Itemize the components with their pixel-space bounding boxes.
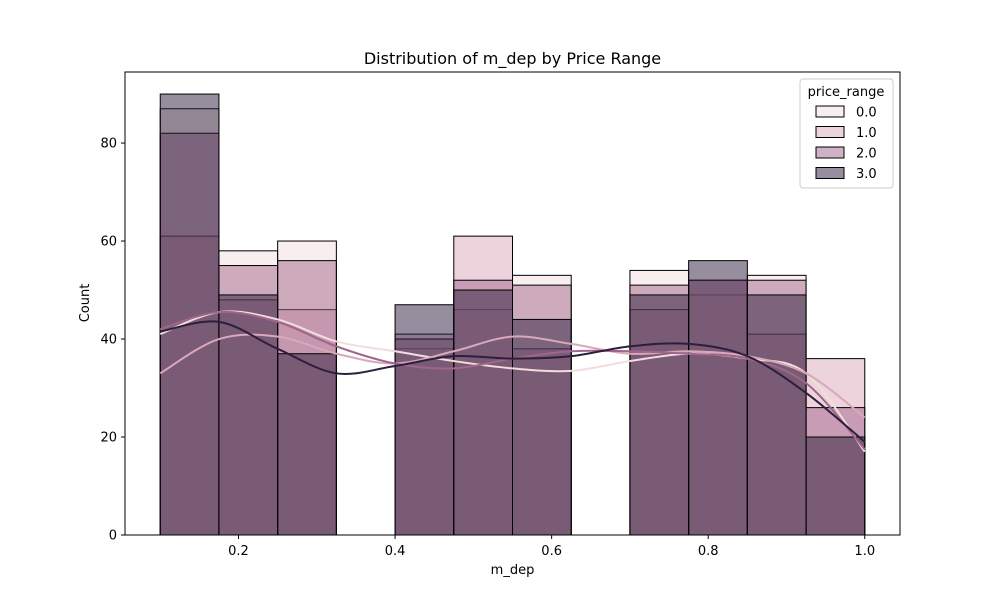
bar-series-3 <box>159 93 866 536</box>
y-tick-label: 60 <box>100 235 117 250</box>
x-tick-label: 0.4 <box>385 544 406 559</box>
legend-swatch <box>815 126 845 138</box>
chart-title: Distribution of m_dep by Price Range <box>364 49 661 69</box>
bar <box>746 294 807 536</box>
bar <box>688 260 748 536</box>
x-axis: 0.2 0.4 0.6 0.8 1.0 <box>228 535 875 559</box>
legend-swatch <box>815 105 845 118</box>
y-tick-label: 0 <box>109 529 117 544</box>
x-tick-label: 1.0 <box>854 544 875 559</box>
y-tick-label: 20 <box>100 431 117 446</box>
y-axis: 0 20 40 60 80 <box>100 137 125 544</box>
legend-label: 2.0 <box>856 147 877 162</box>
legend-label: 0.0 <box>856 106 877 121</box>
y-tick-label: 80 <box>100 137 117 152</box>
plot-area <box>159 93 866 536</box>
bar <box>277 353 337 536</box>
bar <box>629 294 690 536</box>
y-axis-title: Count <box>78 284 93 323</box>
x-tick-label: 0.2 <box>228 544 249 559</box>
axes-frame <box>124 71 901 536</box>
legend-swatch <box>815 167 845 179</box>
y-tick-label: 40 <box>100 333 117 348</box>
legend-label: 3.0 <box>856 167 877 182</box>
legend-title: price_range <box>808 85 885 100</box>
kde-line-series-3 <box>160 320 866 443</box>
legend-label: 1.0 <box>856 126 877 141</box>
x-tick-label: 0.8 <box>698 544 719 559</box>
x-tick-label: 0.6 <box>541 544 562 559</box>
bar <box>218 294 279 536</box>
x-axis-title: m_dep <box>491 563 535 578</box>
legend: price_range 0.0 1.0 2.0 3.0 <box>799 78 894 189</box>
bar <box>394 304 455 536</box>
legend-swatch <box>815 146 845 159</box>
bar <box>453 289 513 536</box>
bar <box>805 436 866 536</box>
